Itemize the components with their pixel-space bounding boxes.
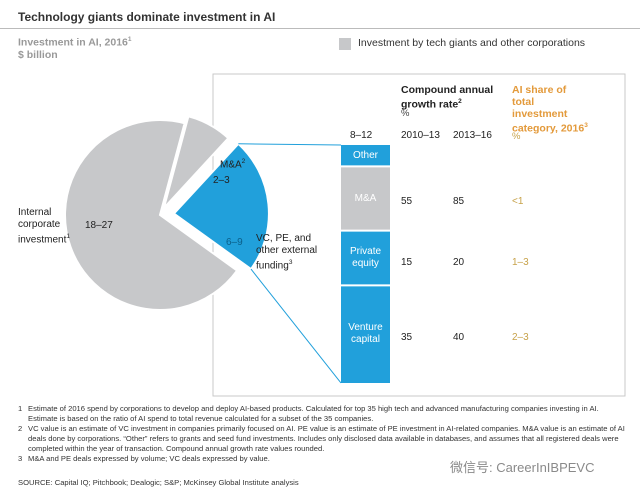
internal-label-line1: Internal [18, 207, 52, 218]
pe-ai-share: 1–3 [512, 257, 529, 268]
title-divider [0, 28, 640, 29]
source-note: SOURCE: Capital IQ; Pitchbook; Dealogic;… [18, 478, 299, 487]
ai-share-sup: 3 [584, 122, 588, 129]
cagr-header-line1: Compound annual [401, 84, 494, 96]
footnote-2-text: VC value is an estimate of VC investment… [28, 424, 625, 453]
ma-cagr-2013-16: 85 [453, 196, 465, 207]
connector-line-top [238, 143, 342, 146]
bar-segment-ma-label-line1: M&A [354, 192, 377, 204]
bar-segment-other [341, 145, 390, 167]
ma-ai-share: <1 [512, 196, 524, 207]
col-2010-13-header: 2010–13 [401, 130, 440, 141]
ai-share-line4: category, 2016 [512, 122, 585, 135]
footnote-2-number: 2 [18, 424, 23, 433]
internal-investment-value: 18–27 [85, 220, 113, 231]
footnote-3-text: M&A and PE deals expressed by volume; VC… [28, 454, 270, 463]
vc-label-line3: funding [256, 260, 289, 272]
vc-pe-label: VC, PE, and other external funding3 [256, 233, 317, 272]
pie-slice-internal [64, 119, 239, 311]
footnote-3: 3 M&A and PE deals expressed by volume; V… [18, 454, 628, 464]
bar-segment-venture-capital [341, 285, 390, 383]
bar-segment-private-equity-label: Private equity [341, 246, 390, 270]
breakdown-bar [341, 145, 390, 383]
vc-label-sup: 3 [288, 259, 293, 266]
col-2013-16-header: 2013–16 [453, 130, 492, 141]
internal-label-line2: corporate [18, 219, 61, 230]
pe-cagr-2010-13: 15 [401, 257, 413, 268]
breakdown-total: 8–12 [350, 130, 373, 141]
bar-segment-venture-capital-label: Venture capital [341, 322, 390, 346]
pie-chart [64, 115, 270, 311]
cagr-unit: % [401, 108, 410, 119]
pie-bar-connector [238, 143, 342, 384]
bar-segment-private-equity [341, 230, 390, 286]
ma-label-text: M&A [220, 159, 242, 171]
bar-segment-other-label-line1: Other [352, 149, 378, 161]
subtitle-text: Investment in AI, 2016 [18, 36, 128, 49]
ai-share-header: AI share of total investment category, 2… [512, 84, 588, 135]
vc-cagr-2010-13: 35 [401, 332, 413, 343]
bar-segment-venture-capital-label-line1: Venture [348, 322, 383, 334]
ai-share-line3: investment [512, 108, 568, 120]
ma-cagr-2010-13: 55 [401, 196, 413, 207]
footnote-1-text: Estimate of 2016 spend by corporations t… [28, 404, 599, 423]
bar-segment-ma [341, 166, 390, 231]
cagr-header-line2: growth rate [401, 98, 459, 111]
footnote-3-number: 3 [18, 454, 23, 463]
internal-investment-label: Internal corporate investment1 [18, 207, 70, 246]
ai-share-line2: total [512, 96, 535, 108]
ai-share-unit: % [512, 131, 521, 142]
vc-label-line2: other external [256, 245, 318, 256]
pie-slice-vc-pe [172, 142, 270, 271]
bar-segment-private-equity-label-line1: Private [349, 246, 382, 258]
bar-segment-venture-capital-label-line2: capital [351, 334, 380, 346]
footnote-1-number: 1 [18, 404, 23, 413]
watermark: 微信号: CareerInIBPEVC [450, 460, 595, 475]
legend-label: Investment by tech giants and other corp… [358, 37, 586, 49]
ma-label-sup: 2 [241, 158, 246, 165]
pe-cagr-2013-16: 20 [453, 257, 465, 268]
bar-segment-ma-label: M&A [341, 193, 390, 205]
pie-slice-ma [162, 115, 230, 209]
chart-subtitle: Investment in AI, 20161 [18, 36, 132, 49]
vc-ai-share: 2–3 [512, 332, 529, 343]
chart-title: Technology giants dominate investment in… [18, 10, 276, 24]
legend-swatch [339, 38, 351, 50]
internal-label-line3: investment [18, 234, 67, 246]
ma-value: 2–3 [213, 175, 230, 186]
unit-label: $ billion [18, 49, 58, 61]
internal-label-sup: 1 [66, 233, 70, 240]
breakdown-segment-labels: Other M&A Private equity Venture capital [341, 145, 390, 383]
vc-pe-value: 6–9 [226, 237, 243, 248]
vc-label-line1: VC, PE, and [256, 233, 312, 244]
bar-segment-other-label: Other [341, 150, 390, 162]
cagr-header-sup: 2 [458, 98, 462, 105]
cagr-header: Compound annual growth rate2 [401, 84, 493, 111]
subtitle-footnote-mark: 1 [127, 36, 132, 43]
footnote-1: 1 Estimate of 2016 spend by corporations … [18, 404, 628, 424]
footnotes: 1 Estimate of 2016 spend by corporations … [18, 404, 628, 464]
footnote-2: 2 VC value is an estimate of VC investmen… [18, 424, 628, 454]
ai-share-line1: AI share of [512, 84, 567, 96]
vc-cagr-2013-16: 40 [453, 332, 465, 343]
ma-label: M&A2 [220, 156, 245, 171]
bar-segment-private-equity-label-line2: equity [352, 258, 379, 270]
connector-line-bottom [250, 268, 342, 384]
